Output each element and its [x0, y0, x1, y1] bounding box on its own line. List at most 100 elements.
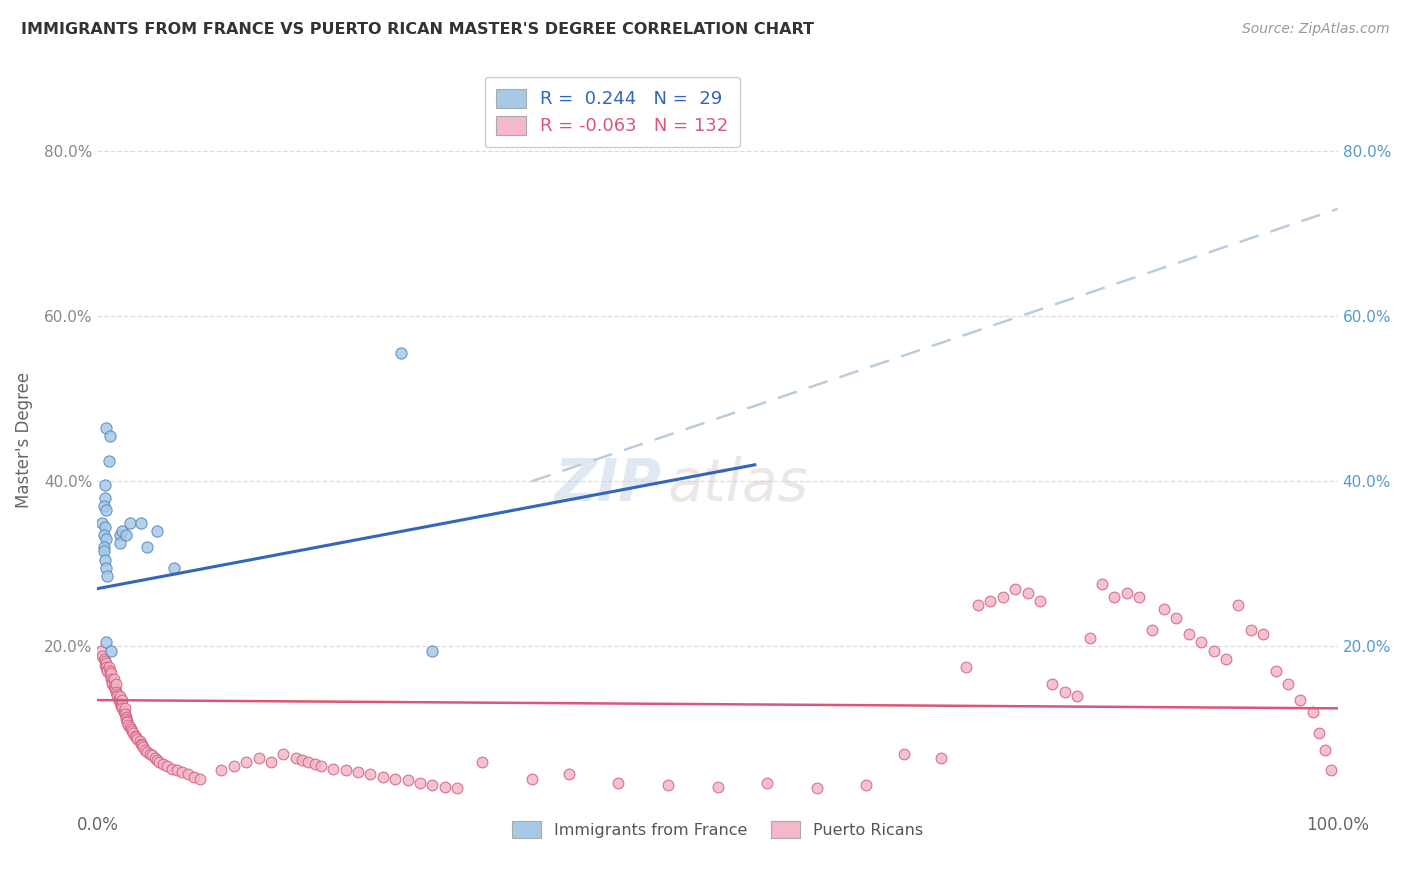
Point: [607, 775, 630, 789]
Point: [420, 778, 443, 792]
Point: [104, 681, 127, 695]
Point: [105, 685, 128, 699]
Point: [991, 590, 1014, 604]
Point: [1264, 664, 1286, 678]
Point: [115, 528, 138, 542]
Point: [98, 668, 121, 682]
Point: [115, 712, 138, 726]
Point: [955, 660, 977, 674]
Point: [347, 764, 370, 779]
Point: [359, 767, 381, 781]
Point: [433, 780, 456, 794]
Point: [1289, 693, 1312, 707]
Point: [103, 673, 125, 687]
Point: [1042, 676, 1064, 690]
Point: [1308, 726, 1330, 740]
Point: [100, 643, 122, 657]
Point: [136, 541, 159, 555]
Point: [1166, 610, 1188, 624]
Point: [146, 753, 169, 767]
Point: [1215, 652, 1237, 666]
Point: [166, 764, 188, 778]
Point: [1066, 689, 1088, 703]
Point: [100, 673, 122, 687]
Point: [108, 696, 131, 710]
Point: [657, 778, 679, 792]
Point: [309, 759, 332, 773]
Point: [96, 532, 118, 546]
Point: [111, 701, 134, 715]
Point: [108, 528, 131, 542]
Point: [152, 756, 174, 771]
Point: [1302, 706, 1324, 720]
Point: [132, 740, 155, 755]
Text: Source: ZipAtlas.com: Source: ZipAtlas.com: [1241, 22, 1389, 37]
Point: [90, 643, 112, 657]
Point: [114, 707, 136, 722]
Point: [1153, 602, 1175, 616]
Point: [146, 524, 169, 538]
Point: [1202, 643, 1225, 657]
Point: [101, 674, 124, 689]
Point: [322, 762, 344, 776]
Point: [183, 770, 205, 784]
Point: [94, 491, 117, 505]
Point: [1277, 676, 1299, 690]
Point: [260, 755, 283, 769]
Point: [143, 751, 166, 765]
Point: [93, 499, 115, 513]
Point: [107, 693, 129, 707]
Point: [100, 665, 122, 680]
Point: [94, 519, 117, 533]
Point: [127, 731, 149, 746]
Point: [1189, 635, 1212, 649]
Point: [979, 594, 1001, 608]
Point: [1140, 623, 1163, 637]
Point: [96, 420, 118, 434]
Point: [1017, 586, 1039, 600]
Point: [235, 755, 257, 769]
Point: [1320, 764, 1343, 778]
Point: [108, 536, 131, 550]
Point: [105, 676, 128, 690]
Point: [1115, 586, 1137, 600]
Point: [96, 561, 118, 575]
Point: [371, 770, 394, 784]
Point: [134, 742, 156, 756]
Point: [118, 516, 141, 530]
Point: [103, 679, 125, 693]
Point: [136, 745, 159, 759]
Point: [297, 755, 319, 769]
Point: [101, 676, 124, 690]
Legend: Immigrants from France, Puerto Ricans: Immigrants from France, Puerto Ricans: [506, 815, 929, 845]
Point: [98, 664, 121, 678]
Point: [94, 553, 117, 567]
Point: [120, 722, 142, 736]
Point: [291, 753, 314, 767]
Point: [93, 541, 115, 555]
Point: [284, 751, 307, 765]
Point: [125, 730, 148, 744]
Point: [131, 739, 153, 753]
Point: [304, 756, 326, 771]
Point: [170, 764, 193, 779]
Point: [97, 660, 120, 674]
Point: [190, 772, 212, 786]
Point: [1091, 577, 1114, 591]
Point: [115, 715, 138, 730]
Text: IMMIGRANTS FROM FRANCE VS PUERTO RICAN MASTER'S DEGREE CORRELATION CHART: IMMIGRANTS FROM FRANCE VS PUERTO RICAN M…: [21, 22, 814, 37]
Text: ZIP: ZIP: [555, 456, 662, 513]
Point: [1053, 685, 1076, 699]
Point: [108, 689, 131, 703]
Point: [96, 635, 118, 649]
Point: [128, 734, 150, 748]
Point: [420, 643, 443, 657]
Point: [706, 780, 728, 794]
Point: [273, 747, 295, 761]
Point: [96, 664, 118, 678]
Point: [107, 690, 129, 705]
Point: [94, 478, 117, 492]
Point: [94, 654, 117, 668]
Point: [855, 778, 877, 792]
Point: [112, 704, 135, 718]
